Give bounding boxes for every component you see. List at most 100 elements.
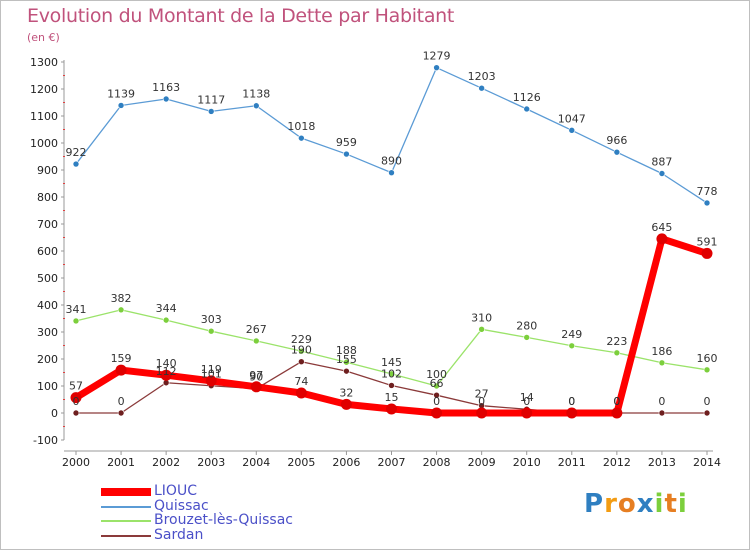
- data-label-quissac: 1018: [287, 120, 315, 133]
- x-tick-label: 2013: [648, 456, 676, 469]
- axes: -100010020030040050060070080090010001100…: [30, 56, 721, 469]
- legend-label-lioUC: LIOUC: [154, 483, 197, 499]
- data-label-quissac: 1203: [468, 70, 496, 83]
- y-tick-label: 200: [37, 353, 58, 366]
- data-label-liouc: 57: [69, 380, 83, 393]
- legend-label-brouzet: Brouzet-lès-Quissac: [154, 512, 294, 528]
- data-label-liouc: 0: [613, 395, 620, 408]
- y-tick-label: 600: [37, 245, 58, 258]
- data-label-brouzet-l-s-quissac: 341: [66, 303, 87, 316]
- point-quissac: [298, 134, 305, 142]
- point-liouc: [476, 407, 488, 419]
- point-liouc: [205, 375, 217, 387]
- x-tick-label: 2002: [152, 456, 180, 469]
- data-label-liouc: 159: [111, 352, 132, 365]
- data-label-sardan: 155: [336, 353, 357, 366]
- y-tick-label: 1000: [30, 137, 58, 150]
- point-liouc: [160, 369, 172, 381]
- point-quissac: [343, 150, 350, 158]
- data-label-sardan: 190: [291, 344, 312, 357]
- point-brouzet-l-s-quissac: [523, 334, 531, 341]
- data-label-quissac: 1139: [107, 87, 135, 100]
- x-tick-label: 2014: [693, 456, 721, 469]
- x-tick-label: 2004: [242, 456, 270, 469]
- point-sardan: [703, 409, 711, 417]
- point-brouzet-l-s-quissac: [388, 370, 395, 378]
- point-quissac: [433, 64, 440, 71]
- logo-letter: i: [654, 489, 665, 519]
- logo-letter: t: [664, 489, 678, 519]
- legend-swatch-quissac: [101, 505, 151, 508]
- point-brouzet-l-s-quissac: [478, 325, 485, 333]
- data-label-liouc: 140: [156, 357, 177, 370]
- x-tick-label: 2009: [468, 456, 496, 469]
- point-sardan: [433, 391, 440, 399]
- data-label-quissac: 1117: [197, 93, 225, 106]
- point-quissac: [523, 105, 531, 113]
- y-tick-label: 400: [37, 299, 58, 312]
- x-tick-label: 2011: [558, 456, 586, 469]
- logo-letter: P: [584, 489, 605, 519]
- point-brouzet-l-s-quissac: [162, 316, 170, 324]
- y-tick-label: 700: [37, 218, 58, 231]
- data-label-sardan: 14: [520, 391, 534, 404]
- legend-label-sardan: Sardan: [154, 526, 204, 543]
- point-brouzet-l-s-quissac: [72, 317, 80, 325]
- data-label-quissac: 887: [651, 156, 672, 169]
- point-liouc: [70, 392, 82, 404]
- data-labels: 922 1139 1163 1117 1138 1018 959 890 1279 1203 112…: [66, 50, 718, 408]
- point-brouzet-l-s-quissac: [433, 382, 440, 390]
- point-brouzet-l-s-quissac: [207, 327, 215, 335]
- data-label-brouzet-l-s-quissac: 344: [156, 302, 177, 315]
- y-tick-label: 100: [37, 380, 58, 393]
- x-tick-label: 2012: [603, 456, 631, 469]
- legend-swatch-sardan: [101, 534, 151, 537]
- data-label-quissac: 1279: [423, 50, 451, 63]
- point-brouzet-l-s-quissac: [568, 342, 576, 350]
- data-label-brouzet-l-s-quissac: 229: [291, 333, 312, 346]
- data-label-quissac: 890: [381, 155, 402, 168]
- point-brouzet-l-s-quissac: [658, 359, 666, 367]
- y-tick-label: 500: [37, 272, 58, 285]
- proxiti-logo: Proxiti: [584, 489, 688, 519]
- data-label-sardan: 101: [201, 368, 222, 381]
- data-label-liouc: 0: [523, 395, 530, 408]
- point-quissac: [703, 199, 711, 207]
- x-tick-label: 2010: [513, 456, 541, 469]
- data-label-brouzet-l-s-quissac: 145: [381, 356, 402, 369]
- x-tick-label: 2000: [62, 456, 90, 469]
- data-label-brouzet-l-s-quissac: 249: [561, 328, 582, 341]
- data-label-brouzet-l-s-quissac: 280: [516, 319, 537, 332]
- data-label-brouzet-l-s-quissac: 160: [697, 352, 718, 365]
- data-label-sardan: 0: [613, 395, 620, 408]
- x-tick-label: 2001: [107, 456, 135, 469]
- data-label-liouc: 0: [568, 395, 575, 408]
- chart-subtitle: (en €): [27, 31, 60, 44]
- data-label-quissac: 778: [697, 185, 718, 198]
- data-label-sardan: 66: [430, 377, 444, 390]
- legend-swatch-lioUC: [101, 488, 151, 496]
- point-liouc: [115, 364, 127, 376]
- x-tick-label: 2006: [332, 456, 360, 469]
- point-quissac: [478, 84, 485, 92]
- point-sardan: [72, 409, 80, 417]
- data-label-quissac: 966: [606, 134, 627, 147]
- y-tick-label: 900: [37, 164, 58, 177]
- data-label-sardan: 0: [73, 395, 80, 408]
- data-label-liouc: 74: [294, 375, 308, 388]
- legend-label-quissac: Quissac: [154, 497, 209, 514]
- point-liouc: [295, 387, 307, 399]
- logo-letter: o: [617, 489, 637, 519]
- data-label-liouc: 15: [385, 391, 399, 404]
- point-quissac: [658, 170, 666, 177]
- point-brouzet-l-s-quissac: [613, 349, 621, 357]
- data-label-brouzet-l-s-quissac: 310: [471, 311, 492, 324]
- point-liouc: [701, 247, 713, 259]
- data-label-liouc: 32: [339, 386, 353, 399]
- point-quissac: [568, 127, 576, 134]
- point-liouc: [656, 233, 668, 245]
- y-tick-label: 1100: [30, 110, 58, 123]
- data-label-sardan: 0: [704, 395, 711, 408]
- y-tick-label: 1300: [30, 56, 58, 69]
